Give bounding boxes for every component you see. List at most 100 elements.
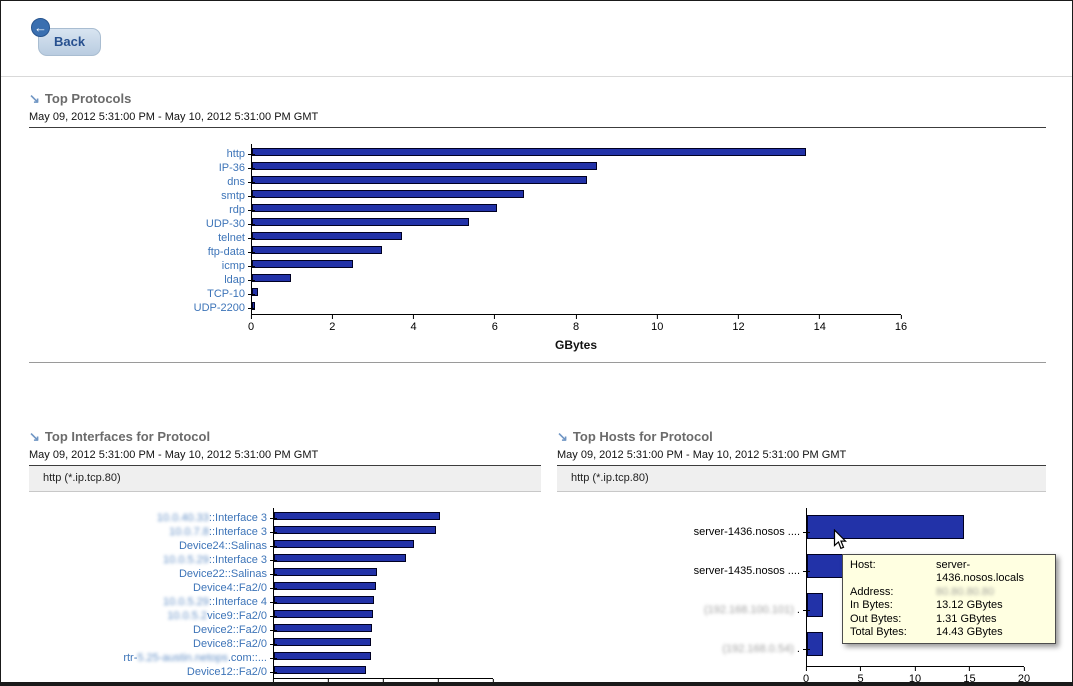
bar[interactable] xyxy=(252,288,259,296)
x-tick-mark xyxy=(437,679,439,682)
bar[interactable] xyxy=(274,610,373,618)
bar-row: ldap xyxy=(224,274,901,286)
bar[interactable] xyxy=(274,582,377,590)
category-tick xyxy=(248,308,255,309)
tooltip-row: In Bytes: 13.12 GBytes xyxy=(850,599,1048,612)
category-tick xyxy=(248,168,255,169)
protocol-filter-label: http (*.ip.tcp.80) xyxy=(557,466,1046,492)
category-tick xyxy=(248,238,255,239)
tooltip-field-value: 13.12 GBytes xyxy=(936,599,1003,612)
section-expand-icon: ↘ xyxy=(29,429,40,444)
bar[interactable] xyxy=(252,246,382,254)
bar[interactable] xyxy=(252,218,469,226)
x-tick-mark xyxy=(331,315,333,319)
category-label: smtp xyxy=(221,190,245,202)
bar[interactable] xyxy=(274,624,372,632)
tooltip-field-label: In Bytes: xyxy=(850,599,893,612)
bar[interactable] xyxy=(274,512,440,520)
category-label: 10.0.40.33::Interface 3 xyxy=(156,512,267,524)
category-label: dns xyxy=(227,176,245,188)
tooltip-row: Address: 80.80.80.80 xyxy=(850,586,1048,599)
category-label: rdp xyxy=(229,204,245,216)
x-tick: 0 xyxy=(270,679,276,682)
x-tick: 8 xyxy=(573,315,579,333)
category-label: icmp xyxy=(221,260,245,272)
tooltip-field-label: Total Bytes: xyxy=(850,626,907,639)
bar-row: Device24::Salinas xyxy=(179,540,493,552)
x-tick-mark xyxy=(805,667,807,671)
category-label: UDP-30 xyxy=(205,218,245,230)
category-label: UDP-2200 xyxy=(193,302,245,314)
category-tick xyxy=(803,571,810,572)
category-label: 10.0.7.8::Interface 3 xyxy=(169,526,267,538)
bar[interactable] xyxy=(252,260,354,268)
bar[interactable] xyxy=(807,515,965,539)
bar-row: dns xyxy=(227,176,901,188)
x-tick: 12 xyxy=(732,315,745,333)
bar[interactable] xyxy=(252,204,498,212)
tooltip-field-value: 14.43 GBytes xyxy=(936,626,1003,639)
date-range: May 09, 2012 5:31:00 PM - May 10, 2012 5… xyxy=(29,449,319,461)
protocols-chart: http IP-36 dns smtp rdp UDP-30 telnet ftp-data i… xyxy=(29,144,1046,352)
bar[interactable] xyxy=(252,190,524,198)
category-label: ldap xyxy=(224,274,245,286)
date-range: May 09, 2012 5:31:00 PM - May 10, 2012 5… xyxy=(29,111,319,123)
bar[interactable] xyxy=(252,162,597,170)
x-tick: 10 xyxy=(909,667,921,682)
category-tick xyxy=(803,649,810,650)
x-tick-label: 5 xyxy=(857,673,864,685)
tooltip-field-label: Out Bytes: xyxy=(850,612,902,625)
category-label: (192.168.0.54) . xyxy=(722,643,800,655)
divider xyxy=(29,362,1046,363)
bar[interactable] xyxy=(252,176,587,184)
divider xyxy=(29,465,541,466)
bar-row: smtp xyxy=(221,190,901,202)
bar-row: http xyxy=(227,148,901,160)
bar[interactable] xyxy=(252,148,806,156)
category-tick xyxy=(248,182,255,183)
bar[interactable] xyxy=(252,274,291,282)
category-tick xyxy=(248,280,255,281)
x-tick-label: 0 xyxy=(802,673,810,685)
category-tick xyxy=(803,610,810,611)
bar[interactable] xyxy=(807,632,824,656)
bar[interactable] xyxy=(274,540,414,548)
protocol-filter-label: http (*.ip.tcp.80) xyxy=(29,466,541,492)
bar[interactable] xyxy=(274,652,371,660)
category-label: Device24::Salinas xyxy=(178,540,267,552)
bar-row: IP-36 xyxy=(219,162,901,174)
category-tick xyxy=(248,252,255,253)
bar[interactable] xyxy=(252,302,256,310)
tooltip-field-value: server-1436.nosos.locals xyxy=(936,559,1025,585)
x-tick-mark xyxy=(494,315,496,319)
bar[interactable] xyxy=(807,593,824,617)
mouse-cursor-icon xyxy=(833,529,847,550)
category-tick xyxy=(270,532,277,533)
bar-row: UDP-2200 xyxy=(194,302,901,314)
bar-row: 10.0.5.2vice9::Fa2/0 xyxy=(167,610,493,622)
back-button[interactable]: Back xyxy=(38,28,102,56)
top-hosts-section: ↘ Top Hosts for Protocol May 09, 2012 5:… xyxy=(541,415,1072,685)
x-tick: 0 xyxy=(802,667,810,685)
x-tick-mark xyxy=(738,315,739,319)
x-tick-label: 20 xyxy=(1017,673,1031,685)
bar[interactable] xyxy=(274,638,372,646)
divider xyxy=(557,465,1046,466)
bar[interactable] xyxy=(274,554,406,562)
bar[interactable] xyxy=(274,596,374,604)
bar[interactable] xyxy=(274,526,436,534)
category-label: http xyxy=(226,148,245,160)
category-label: Device12::Fa2/0 xyxy=(186,666,267,678)
x-tick-label: 4 xyxy=(410,321,417,333)
bar[interactable] xyxy=(252,232,403,240)
x-tick: 15 xyxy=(963,667,976,682)
bar[interactable] xyxy=(274,568,378,576)
divider xyxy=(29,127,1046,128)
x-tick: 10 xyxy=(651,315,663,333)
lower-charts-row: ↘ Top Interfaces for Protocol May 09, 20… xyxy=(1,415,1072,685)
x-axis: 0 5 10 15 20 xyxy=(802,667,1030,685)
x-tick: 5 xyxy=(857,667,864,685)
bar[interactable] xyxy=(274,666,367,674)
date-range: May 09, 2012 5:31:00 PM - May 10, 2012 5… xyxy=(557,449,847,461)
back-arrow-icon[interactable]: ← xyxy=(31,18,50,37)
